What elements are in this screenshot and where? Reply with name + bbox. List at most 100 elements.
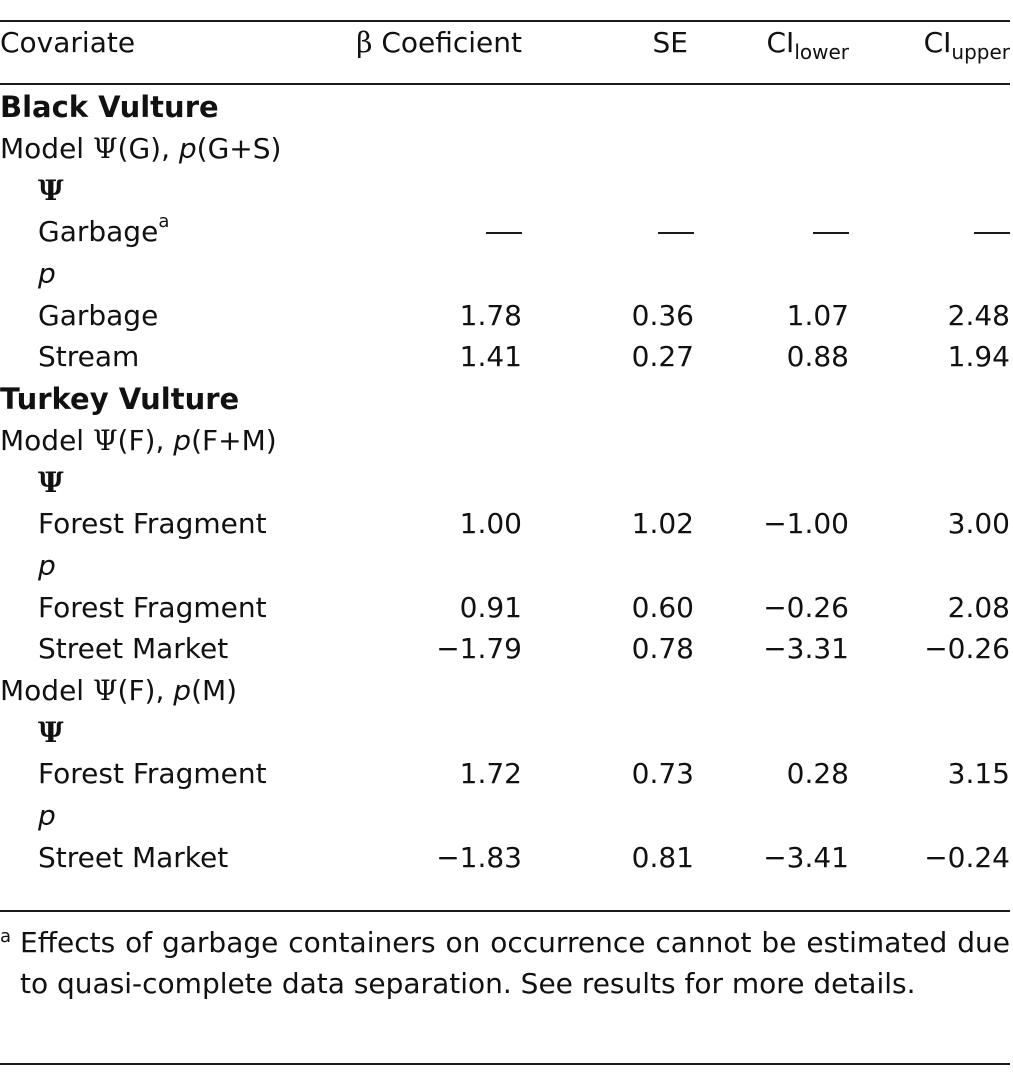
cell-ci-lower: −1.00 (763, 507, 849, 541)
section-row-turkey-vulture: Turkey Vulture (0, 378, 1010, 420)
table-row: Street Market −1.83 0.81 −3.41 −0.24 (0, 836, 1010, 878)
table-row: Forest Fragment 1.72 0.73 0.28 3.15 (0, 753, 1010, 795)
em-dash (813, 232, 849, 235)
psi-symbol: Ψ (38, 715, 64, 749)
cell-ci-lower: 0.88 (786, 340, 849, 374)
model-label-black: Model Ψ(G), p(G+S) (0, 128, 1010, 170)
psi-symbol: Ψ (92, 673, 118, 707)
cell-se: 0.81 (631, 840, 694, 874)
footnote-text: Effects of garbage containers on occurre… (20, 926, 1010, 1000)
header-ci-upper-sub: upper (951, 39, 1010, 64)
model-row-turkey-1: Model Ψ(F), p(F+M) (0, 420, 1010, 462)
model-prefix: Model (0, 423, 93, 457)
cell-ci-lower: −3.31 (763, 632, 849, 666)
cell-beta: −1.79 (436, 632, 522, 666)
model-prefix: Model (0, 132, 93, 166)
section-title-turkey-vulture: Turkey Vulture (0, 381, 240, 416)
header-ci-lower: CIlower (694, 0, 850, 64)
section-row-black-vulture: Black Vulture (0, 86, 1010, 128)
p-subheader-black: p (0, 253, 1010, 295)
cell-beta: 1.00 (459, 507, 522, 541)
model-mid: (G), (117, 132, 179, 166)
cell-ci-upper: 3.00 (947, 507, 1010, 541)
coefficient-table: Covariate β Coeficient SE CIlower CIuppe… (0, 0, 1010, 878)
cell-ci-upper: 2.48 (947, 298, 1010, 332)
model-row-black: Model Ψ(G), p(G+S) (0, 128, 1010, 170)
cell-ci-upper (849, 211, 1010, 253)
cell-se: 1.02 (631, 507, 694, 541)
model-suffix: (M) (191, 673, 238, 707)
psi-symbol: Ψ (92, 423, 118, 457)
cell-ci-lower: −3.41 (763, 840, 849, 874)
table-row: Garbage 1.78 0.36 1.07 2.48 (0, 294, 1010, 336)
cell-ci-upper: −0.26 (924, 632, 1010, 666)
model-suffix: (G+S) (196, 132, 282, 166)
cell-ci-upper: −0.24 (924, 840, 1010, 874)
row-label: Street Market (38, 840, 229, 874)
row-label: Stream (38, 340, 140, 374)
cell-beta: −1.83 (436, 840, 522, 874)
table-body-rule (0, 910, 1010, 912)
p-symbol: p (173, 673, 192, 707)
cell-se: 0.60 (631, 590, 694, 624)
p-subheader-turkey-1: p (0, 545, 1010, 587)
model-prefix: Model (0, 673, 93, 707)
p-symbol: p (173, 423, 192, 457)
beta-symbol: β (356, 25, 373, 59)
model-mid: (F), (117, 423, 174, 457)
model-label-turkey-1: Model Ψ(F), p(F+M) (0, 420, 1010, 462)
cell-se: 0.27 (631, 340, 694, 374)
header-ci-upper: CIupper (849, 0, 1010, 64)
header-se: SE (652, 25, 688, 59)
cell-beta: 0.91 (459, 590, 522, 624)
cell-ci-upper: 3.15 (947, 757, 1010, 791)
p-symbol: p (38, 257, 56, 291)
cell-ci-lower: 0.28 (786, 757, 849, 791)
table-header-row: Covariate β Coeficient SE CIlower CIuppe… (0, 0, 1010, 64)
psi-subheader-turkey-1: Ψ (0, 461, 1010, 503)
footnote-marker: a (0, 926, 12, 947)
psi-symbol: Ψ (92, 132, 118, 166)
model-suffix: (F+M) (191, 423, 277, 457)
p-symbol: p (178, 132, 197, 166)
table-header-rule (0, 83, 1010, 85)
model-mid: (F), (117, 673, 174, 707)
table-row: Forest Fragment 1.00 1.02 −1.00 3.00 (0, 503, 1010, 545)
psi-symbol: Ψ (38, 465, 64, 499)
table-row: Forest Fragment 0.91 0.60 −0.26 2.08 (0, 586, 1010, 628)
header-beta-label: Coeficient (381, 25, 522, 59)
p-symbol: p (38, 548, 56, 582)
header-ci-upper-main: CI (923, 25, 952, 59)
cell-beta: 1.41 (459, 340, 522, 374)
em-dash (658, 232, 694, 235)
cell-se: 0.73 (631, 757, 694, 791)
cell-ci-lower (694, 211, 849, 253)
cell-se (522, 211, 694, 253)
table-bottom-rule (0, 1063, 1010, 1065)
header-ci-lower-sub: lower (794, 39, 849, 64)
row-label: Garbagea (38, 211, 170, 249)
psi-symbol: Ψ (38, 173, 64, 207)
table-top-rule (0, 20, 1010, 22)
cell-se: 0.78 (631, 632, 694, 666)
header-beta-coefficient: β Coeficient (350, 0, 522, 64)
cell-beta: 1.72 (459, 757, 522, 791)
model-row-turkey-2: Model Ψ(F), p(M) (0, 670, 1010, 712)
cell-ci-upper: 1.94 (947, 340, 1010, 374)
table-row: Stream 1.41 0.27 0.88 1.94 (0, 336, 1010, 378)
em-dash (974, 232, 1010, 235)
header-covariate: Covariate (0, 25, 136, 59)
cell-ci-lower: 1.07 (786, 298, 849, 332)
footnote-marker: a (158, 211, 170, 233)
row-label: Garbage (38, 298, 159, 332)
header-ci-lower-main: CI (766, 25, 795, 59)
table-row: Street Market −1.79 0.78 −3.31 −0.26 (0, 628, 1010, 670)
psi-subheader-turkey-2: Ψ (0, 711, 1010, 753)
table-row: Garbagea (0, 211, 1010, 253)
table-footnote: a Effects of garbage containers on occur… (0, 922, 1010, 1004)
cell-beta (350, 211, 522, 253)
model-label-turkey-2: Model Ψ(F), p(M) (0, 670, 1010, 712)
row-label: Forest Fragment (38, 757, 267, 791)
p-symbol: p (38, 799, 56, 833)
